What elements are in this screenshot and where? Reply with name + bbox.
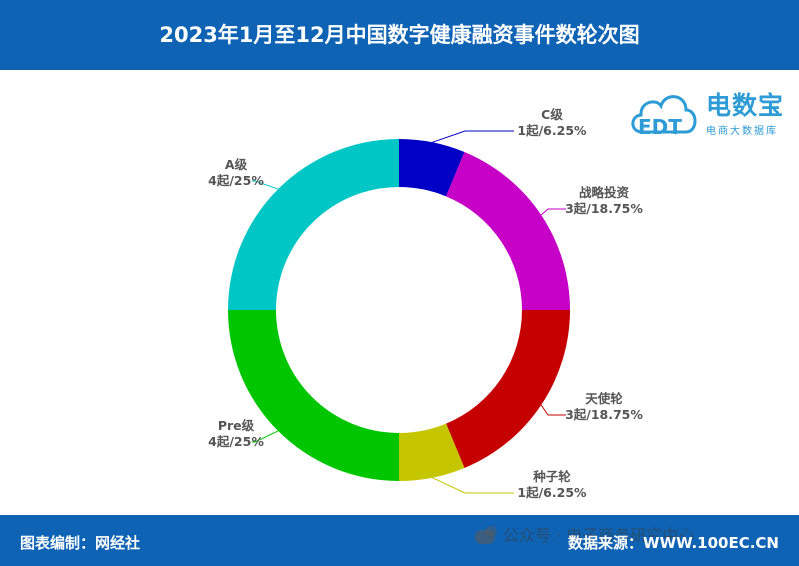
slice-labels: C级1起/6.25%战略投资3起/18.75%天使轮3起/18.75%种子轮1起… (208, 107, 643, 500)
leader-line-3 (432, 477, 514, 494)
slice-value-1: 3起/18.75% (565, 201, 643, 216)
logo-mark: EDT (638, 115, 682, 139)
header-bar (0, 0, 799, 70)
slice-label-2: 天使轮 (585, 391, 623, 406)
leader-line-1 (540, 208, 566, 216)
chart-title: 2023年1月至12月中国数字健康融资事件数轮次图 (159, 23, 640, 47)
slice-0 (399, 139, 465, 197)
chart-credit: 图表编制：网经社 (20, 534, 141, 552)
watermark: 公众号 · 电子商务研究中心 (475, 522, 694, 546)
logo: EDT 电数宝 电商大数据库 (628, 76, 794, 144)
slice-3 (399, 423, 465, 481)
slice-label-3: 种子轮 (532, 469, 571, 484)
slice-value-3: 1起/6.25% (517, 485, 587, 500)
slice-label-1: 战略投资 (579, 185, 630, 200)
slice-4 (228, 310, 399, 481)
slice-label-4: Pre级 (218, 418, 255, 433)
data-source: 数据来源：WWW.100EC.CN (568, 534, 779, 552)
slice-2 (446, 310, 570, 468)
leader-line-0 (432, 130, 514, 143)
leader-line-4 (252, 430, 279, 443)
logo-sub-text: 电商大数据库 (706, 126, 778, 137)
slice-value-5: 4起/25% (208, 173, 264, 188)
slice-value-2: 3起/18.75% (565, 407, 643, 422)
leader-line-5 (252, 180, 279, 190)
logo-main-text: 电数宝 (706, 91, 785, 120)
leader-line-2 (540, 404, 566, 416)
donut-slices (228, 139, 570, 481)
footer-bar (0, 515, 799, 566)
slice-5 (228, 139, 399, 310)
slice-label-0: C级 (541, 107, 563, 122)
slice-value-0: 1起/6.25% (517, 123, 587, 138)
cloud-logo-icon: EDT (631, 95, 697, 139)
wechat-icon (475, 525, 497, 544)
slice-value-4: 4起/25% (208, 434, 264, 449)
slice-label-5: A级 (225, 157, 248, 172)
watermark-text: 公众号 · 电子商务研究中心 (503, 526, 695, 545)
slice-1 (446, 152, 570, 310)
